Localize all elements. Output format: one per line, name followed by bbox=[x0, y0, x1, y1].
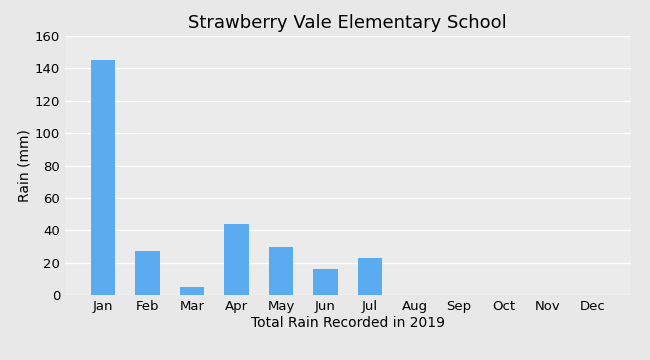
Bar bbox=[358, 258, 382, 295]
Bar bbox=[135, 251, 160, 295]
Bar bbox=[268, 247, 293, 295]
Bar bbox=[179, 287, 204, 295]
Y-axis label: Rain (mm): Rain (mm) bbox=[18, 129, 32, 202]
Bar bbox=[224, 224, 249, 295]
Bar bbox=[91, 60, 115, 295]
X-axis label: Total Rain Recorded in 2019: Total Rain Recorded in 2019 bbox=[251, 316, 445, 330]
Bar bbox=[313, 269, 338, 295]
Title: Strawberry Vale Elementary School: Strawberry Vale Elementary School bbox=[188, 14, 507, 32]
